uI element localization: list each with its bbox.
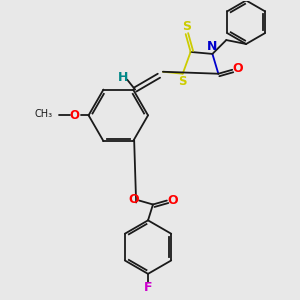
Text: O: O: [233, 62, 244, 75]
Text: O: O: [167, 194, 178, 207]
Text: S: S: [182, 20, 191, 33]
Text: O: O: [129, 193, 140, 206]
Text: S: S: [178, 75, 187, 88]
Text: N: N: [207, 40, 218, 53]
Text: F: F: [144, 281, 152, 294]
Text: H: H: [118, 71, 128, 84]
Text: CH₃: CH₃: [35, 109, 53, 119]
Text: O: O: [70, 109, 80, 122]
